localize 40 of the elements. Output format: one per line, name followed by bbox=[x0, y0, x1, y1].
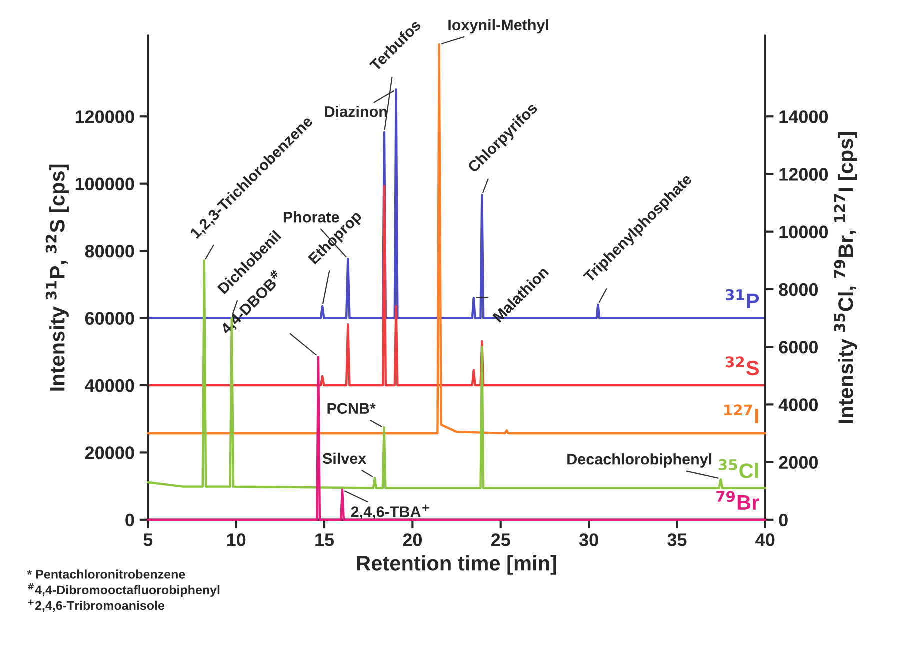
x-tick-label: 25 bbox=[491, 534, 510, 546]
y-tick-label: 20000 bbox=[85, 446, 134, 460]
x-axis-title: Retention time [min] bbox=[357, 556, 556, 575]
x-tick-label: 30 bbox=[579, 534, 598, 546]
y-tick-label: 40000 bbox=[85, 379, 134, 392]
x-tick-label: 20 bbox=[403, 534, 422, 546]
series-label: $^{31}$P bbox=[726, 289, 760, 308]
y2-axis-title: Intensity $^{35}$Cl, $^{79}$Br, $^{127}$I [cps] bbox=[834, 132, 858, 424]
x-tick-label: 35 bbox=[668, 534, 687, 546]
annotation: Ioxynil-Methyl bbox=[448, 19, 548, 34]
series-label: $^{127}$I bbox=[724, 404, 758, 424]
annotation: Silvex bbox=[322, 452, 367, 464]
text: $^{#}$4,4-Dibromooctafluorobiphenyl bbox=[28, 583, 220, 598]
annotation: PCNB* bbox=[328, 403, 376, 414]
y2-tick-label: 2000 bbox=[779, 456, 818, 470]
x-tick-label: 40 bbox=[756, 534, 775, 546]
text: * Pentachloronitrobenzene bbox=[27, 570, 186, 579]
series-label: $^{79}$Br bbox=[716, 491, 760, 510]
y2-tick-label: 8000 bbox=[779, 283, 818, 296]
x-tick-label: 10 bbox=[227, 534, 246, 546]
y-tick-label: 100000 bbox=[76, 178, 134, 191]
annotation: 2,4,6-TBA$^{+}$ bbox=[351, 504, 430, 520]
y-axis-title: Intensity $^{31}$P, $^{32}$S [cps] bbox=[46, 164, 69, 391]
annotation: Diazinon bbox=[325, 106, 388, 118]
y2-tick-label: 10000 bbox=[780, 226, 828, 239]
x-tick-label: 5 bbox=[144, 534, 153, 546]
annotation: Decachlorobiphenyl bbox=[568, 454, 712, 468]
x-tick-label: 15 bbox=[316, 534, 334, 546]
y-tick-label: 0 bbox=[126, 514, 134, 527]
y-tick-label: 60000 bbox=[85, 312, 134, 325]
text: $^{+}$2,4,6-Tribromoanisole bbox=[28, 600, 165, 612]
y2-tick-label: 4000 bbox=[778, 398, 818, 412]
y2-tick-label: 6000 bbox=[779, 341, 818, 354]
series-label: $^{32}$S bbox=[726, 356, 759, 376]
y2-tick-label: 12000 bbox=[780, 168, 828, 181]
series-label: $^{35}$Cl bbox=[718, 459, 758, 478]
y-tick-label: 120000 bbox=[76, 110, 134, 124]
y-tick-label: 80000 bbox=[85, 245, 134, 258]
y2-tick-label: 0 bbox=[779, 514, 788, 527]
y2-tick-label: 14000 bbox=[780, 110, 828, 124]
